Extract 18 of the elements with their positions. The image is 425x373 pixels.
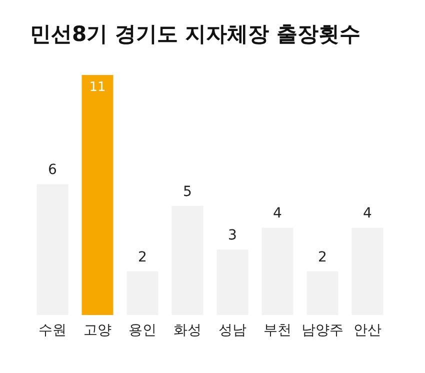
x-tick-label: 성남 [218,322,246,338]
x-tick-label: 안산 [354,322,382,338]
x-tick-label: 부천 [264,322,292,338]
data-label: 5 [183,184,192,200]
data-label: 3 [228,228,237,244]
bar [82,75,114,315]
data-label: 11 [89,80,106,95]
x-tick-label: 화성 [174,322,202,338]
data-label: 4 [363,206,372,222]
data-label: 6 [48,162,58,178]
x-tick-label: 수원 [38,322,66,338]
x-tick-label: 용인 [128,322,156,338]
chart-title: 민선8기 경기도 지자체장 출장횟수 [30,22,361,46]
data-label: 4 [273,206,282,222]
x-tick-label: 남양주 [302,322,344,338]
data-label: 2 [318,249,327,266]
data-label: 2 [138,249,147,266]
x-tick-label: 고양 [84,322,112,338]
